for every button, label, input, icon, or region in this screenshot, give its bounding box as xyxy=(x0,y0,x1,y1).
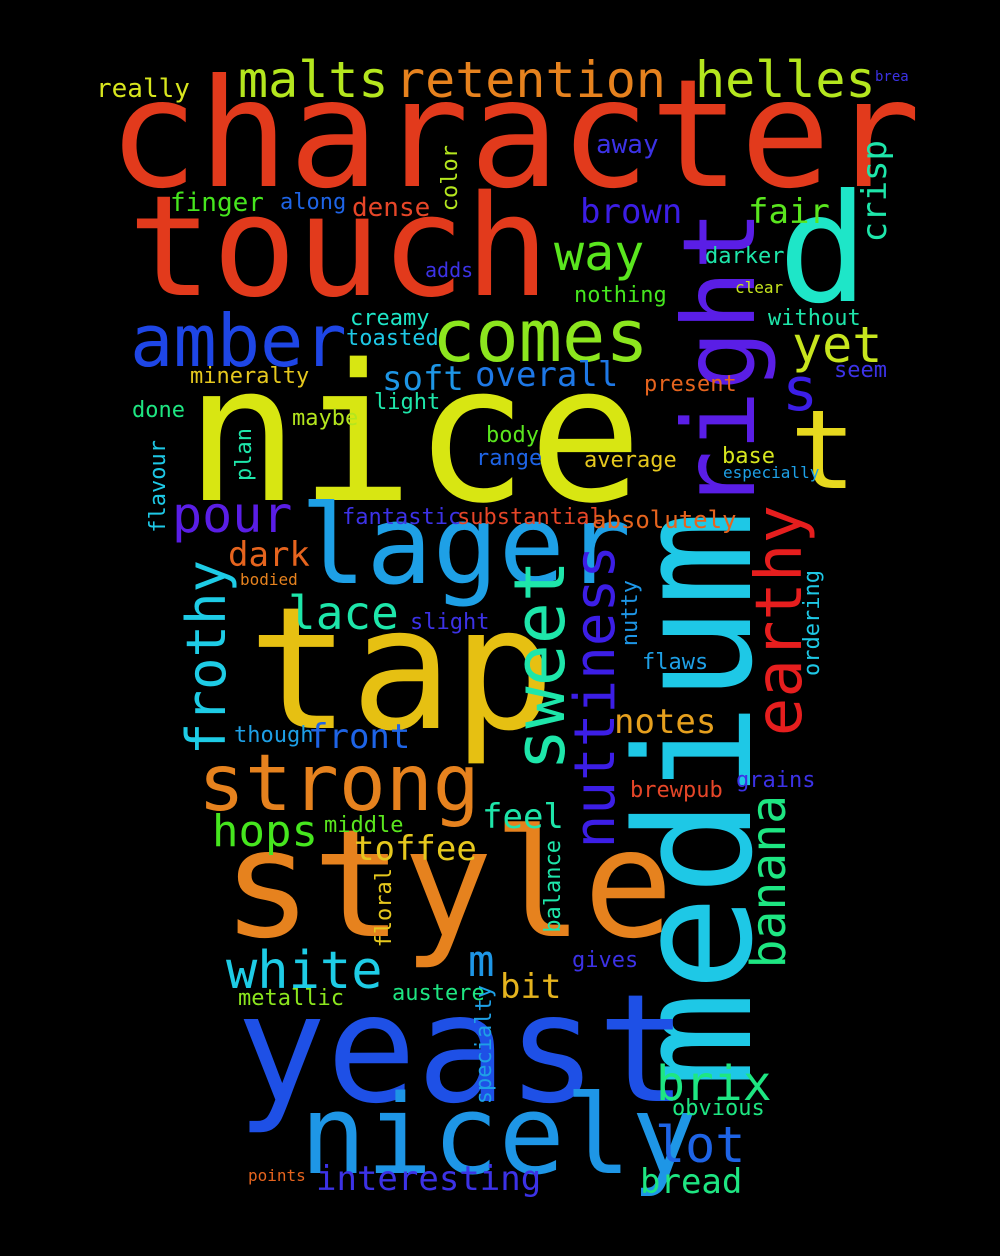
word-banana: banana xyxy=(741,795,797,969)
word-plan: plan xyxy=(232,428,257,481)
word-overall: overall xyxy=(475,355,619,395)
word-malts: malts xyxy=(238,51,389,109)
word-floral: floral xyxy=(372,868,397,948)
word-feel: feel xyxy=(482,797,564,837)
word-seem: seem xyxy=(834,358,887,383)
word-though: though xyxy=(234,723,314,748)
word-specialty: specialty xyxy=(472,985,497,1105)
word-middle: middle xyxy=(324,813,404,838)
word-lot: lot xyxy=(655,1116,746,1174)
word-gives: gives xyxy=(572,948,639,973)
word-amber: amber xyxy=(130,299,347,383)
word-notes: notes xyxy=(614,702,717,742)
word-along: along xyxy=(280,190,347,215)
word-balance: balance xyxy=(541,840,566,933)
word-yet: yet xyxy=(792,316,883,374)
word-toffee: toffee xyxy=(354,829,477,869)
word-retention: retention xyxy=(395,51,666,109)
word-helles: helles xyxy=(695,51,876,109)
word-crisp: crisp xyxy=(855,140,895,243)
word-color: color xyxy=(438,145,463,212)
word-bit: bit xyxy=(500,967,562,1007)
word-away: away xyxy=(596,130,659,160)
word-done: done xyxy=(132,398,185,423)
word-dense: dense xyxy=(352,193,431,223)
word-range: range xyxy=(476,446,543,471)
word-toasted: toasted xyxy=(346,326,439,351)
word-t: t xyxy=(790,386,857,514)
word-brown: brown xyxy=(580,192,683,232)
word-mineralty: mineralty xyxy=(190,364,310,389)
word-pour: pour xyxy=(172,486,293,544)
word-especially: especially xyxy=(723,463,820,482)
word-character: character xyxy=(108,48,921,222)
word-body: body xyxy=(486,423,539,448)
word-flaws: flaws xyxy=(642,650,709,675)
word-hops: hops xyxy=(212,806,318,857)
word-fair: fair xyxy=(748,192,830,232)
word-clear: clear xyxy=(735,278,784,297)
word-s: s xyxy=(782,355,819,425)
word-strong: strong xyxy=(198,739,480,829)
word-bodied: bodied xyxy=(240,570,298,589)
word-metallic: metallic xyxy=(238,986,344,1011)
word-ordering: ordering xyxy=(800,570,825,676)
word-substantial: substantial xyxy=(457,505,603,530)
word-nicely: nicely xyxy=(300,1071,698,1199)
word-frothy: frothy xyxy=(175,560,238,756)
word-brix: brix xyxy=(656,1056,772,1112)
word-front: front xyxy=(308,717,411,757)
word-way: way xyxy=(554,224,645,282)
word-brewpub: brewpub xyxy=(630,778,723,803)
word-bread: bread xyxy=(640,1162,743,1202)
word-maybe: maybe xyxy=(292,406,359,431)
word-darker: darker xyxy=(705,244,785,269)
word-interesting: interesting xyxy=(316,1159,542,1199)
word-obvious: obvious xyxy=(672,1096,765,1121)
word-dark: dark xyxy=(228,535,310,575)
word-nice: nice xyxy=(185,324,643,545)
word-white: white xyxy=(226,941,383,1001)
word-present: present xyxy=(644,372,737,397)
word-base: base xyxy=(722,444,775,469)
word-d: d xyxy=(778,163,869,337)
word-lager: lager xyxy=(300,481,632,609)
word-nothing: nothing xyxy=(574,283,667,308)
word-absolutely: absolutely xyxy=(592,506,737,534)
word-comes: comes xyxy=(432,294,649,378)
word-austere: austere xyxy=(392,981,485,1006)
word-fantastic: fantastic xyxy=(342,505,462,530)
word-really: really xyxy=(96,74,190,104)
word-light: light xyxy=(374,390,441,415)
word-grains: grains xyxy=(736,768,816,793)
word-lace: lace xyxy=(288,586,399,640)
word-style: style xyxy=(222,798,674,972)
word-without: without xyxy=(768,306,861,331)
word-flavour: flavour xyxy=(146,440,171,533)
word-creamy: creamy xyxy=(350,306,430,331)
word-average: average xyxy=(584,448,677,473)
word-nuttiness: nuttiness xyxy=(563,545,628,849)
word-touch: touch xyxy=(128,166,550,329)
word-finger: finger xyxy=(170,188,264,218)
word-brea: brea xyxy=(875,69,909,85)
word-points: points xyxy=(248,1166,306,1185)
word-adds: adds xyxy=(425,258,474,282)
word-slight: slight xyxy=(410,610,490,635)
word-soft: soft xyxy=(382,359,464,399)
word-nutty: nutty xyxy=(618,580,643,647)
word-yeast: yeast xyxy=(236,963,688,1137)
word-tap: tap xyxy=(248,571,556,769)
word-m: m xyxy=(468,936,495,987)
